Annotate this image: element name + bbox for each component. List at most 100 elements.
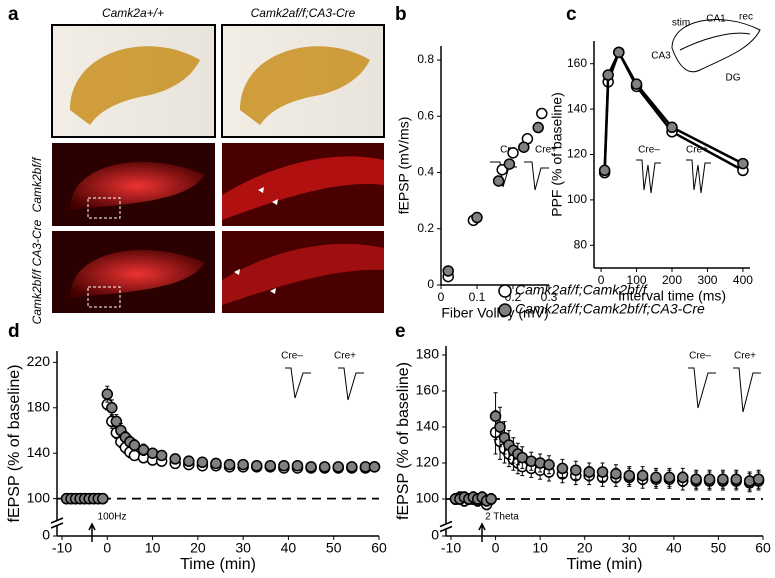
y-tick-label: 100 — [567, 192, 587, 206]
data-point — [677, 471, 689, 484]
data-point — [110, 415, 123, 428]
x-tick-label: 40 — [281, 540, 297, 556]
data-point — [650, 471, 662, 484]
axis-break — [50, 517, 64, 529]
x-axis-title: Time (min) — [567, 556, 643, 573]
annotation: Cre+ — [334, 351, 356, 362]
data-point — [602, 69, 614, 81]
x-tick-label: 20 — [190, 540, 206, 556]
x-tick-label: 0 — [492, 540, 500, 556]
y-axis-title: fEPSP (% of baseline) — [395, 362, 412, 520]
stim-arrow — [88, 522, 96, 542]
x-tick-label: 20 — [577, 540, 593, 556]
data-point — [368, 461, 381, 473]
data-point — [583, 466, 595, 478]
data-point — [128, 439, 141, 452]
data-point — [332, 461, 344, 473]
x-tick-label: 300 — [697, 273, 717, 287]
x-tick-label: 50 — [326, 540, 342, 556]
x-tick-label: -10 — [52, 540, 72, 556]
data-point — [543, 459, 555, 471]
annotation: stim — [672, 18, 690, 29]
data-point — [570, 464, 582, 476]
data-point — [264, 459, 277, 472]
data-point — [532, 121, 544, 134]
panel-label: c — [566, 4, 577, 25]
y-tick-label: 0.8 — [417, 52, 434, 66]
annotation: Cre– — [689, 351, 711, 362]
x-tick-label: 0.1 — [469, 290, 486, 304]
y-tick-label: 140 — [27, 444, 51, 460]
y-tick-label: 0.4 — [417, 165, 434, 179]
y-tick-label: 140 — [567, 101, 587, 115]
annotation: Cre– — [638, 145, 660, 156]
data-point — [346, 461, 358, 473]
x-tick-label: 400 — [733, 273, 753, 287]
series-line — [603, 49, 744, 173]
y-tick-label: 100 — [416, 490, 440, 506]
legend-label: Camk2af/f;Camk2bf/f — [515, 282, 649, 298]
data-point — [442, 265, 454, 277]
data-point — [305, 461, 317, 473]
panel-label: e — [395, 321, 406, 342]
y-tick-label: 0 — [431, 527, 439, 543]
data-point — [169, 453, 181, 465]
data-point — [503, 158, 516, 170]
y-tick-label: 160 — [416, 382, 440, 398]
data-point — [237, 458, 249, 471]
stim-arrow — [478, 522, 486, 542]
data-point — [663, 471, 676, 484]
annotation: rec — [739, 12, 753, 23]
x-axis-title: Interval time (ms) — [618, 288, 726, 304]
axis-break — [439, 520, 453, 533]
legend-label: Camk2af/f;Camk2bf/f;CA3-Cre — [515, 301, 705, 317]
x-tick-label: 10 — [532, 540, 548, 556]
panel-label: a — [8, 4, 19, 25]
annotation: Cre+ — [686, 145, 708, 156]
row-label: Camk2bf/f — [30, 156, 44, 212]
image-title: Camk2a+/+ — [102, 6, 164, 20]
data-point — [730, 473, 743, 485]
x-tick-label: 0.3 — [541, 290, 558, 304]
axis-break — [440, 523, 452, 530]
data-point — [155, 449, 168, 462]
y-axis-title: PPF (% of baseline) — [549, 92, 565, 217]
data-point — [97, 492, 109, 505]
annotation: CA3 — [651, 51, 671, 62]
annotation: CA1 — [706, 14, 726, 25]
x-tick-label: 50 — [711, 540, 727, 556]
x-tick-label: 60 — [371, 540, 387, 556]
data-point — [636, 469, 649, 482]
data-point — [106, 402, 118, 414]
data-point — [556, 462, 569, 475]
annotation: DG — [726, 73, 741, 84]
y-axis-title: fEPSP (% of baseline) — [6, 364, 23, 522]
y-axis-title: fEPSP (mV/ms) — [396, 117, 412, 215]
data-point — [610, 468, 622, 480]
legend-marker — [498, 303, 512, 317]
row-label: Camk2bf/f CA3-Cre — [30, 219, 44, 324]
x-tick-label: 30 — [621, 540, 637, 556]
data-point — [494, 421, 506, 433]
data-point — [536, 107, 548, 120]
x-tick-label: 0 — [598, 273, 605, 287]
annotation: Cre– — [281, 351, 303, 362]
data-point — [596, 466, 609, 478]
data-point — [101, 388, 114, 400]
y-tick-label: 140 — [416, 418, 440, 434]
y-tick-label: 0.2 — [417, 221, 434, 235]
data-point — [183, 455, 195, 467]
annotation: 100Hz — [98, 512, 127, 523]
x-tick-label: 60 — [755, 540, 771, 556]
y-tick-label: 120 — [416, 454, 440, 470]
x-tick-label: 0 — [103, 540, 111, 556]
panel-label: b — [395, 4, 407, 25]
data-point — [471, 211, 483, 224]
x-axis-title: Fiber Volley (mV) — [441, 305, 548, 321]
panel-label: d — [8, 321, 20, 342]
data-point — [507, 147, 519, 159]
x-tick-label: 100 — [627, 273, 647, 287]
data-point — [518, 141, 530, 153]
y-tick-label: 100 — [27, 489, 51, 505]
